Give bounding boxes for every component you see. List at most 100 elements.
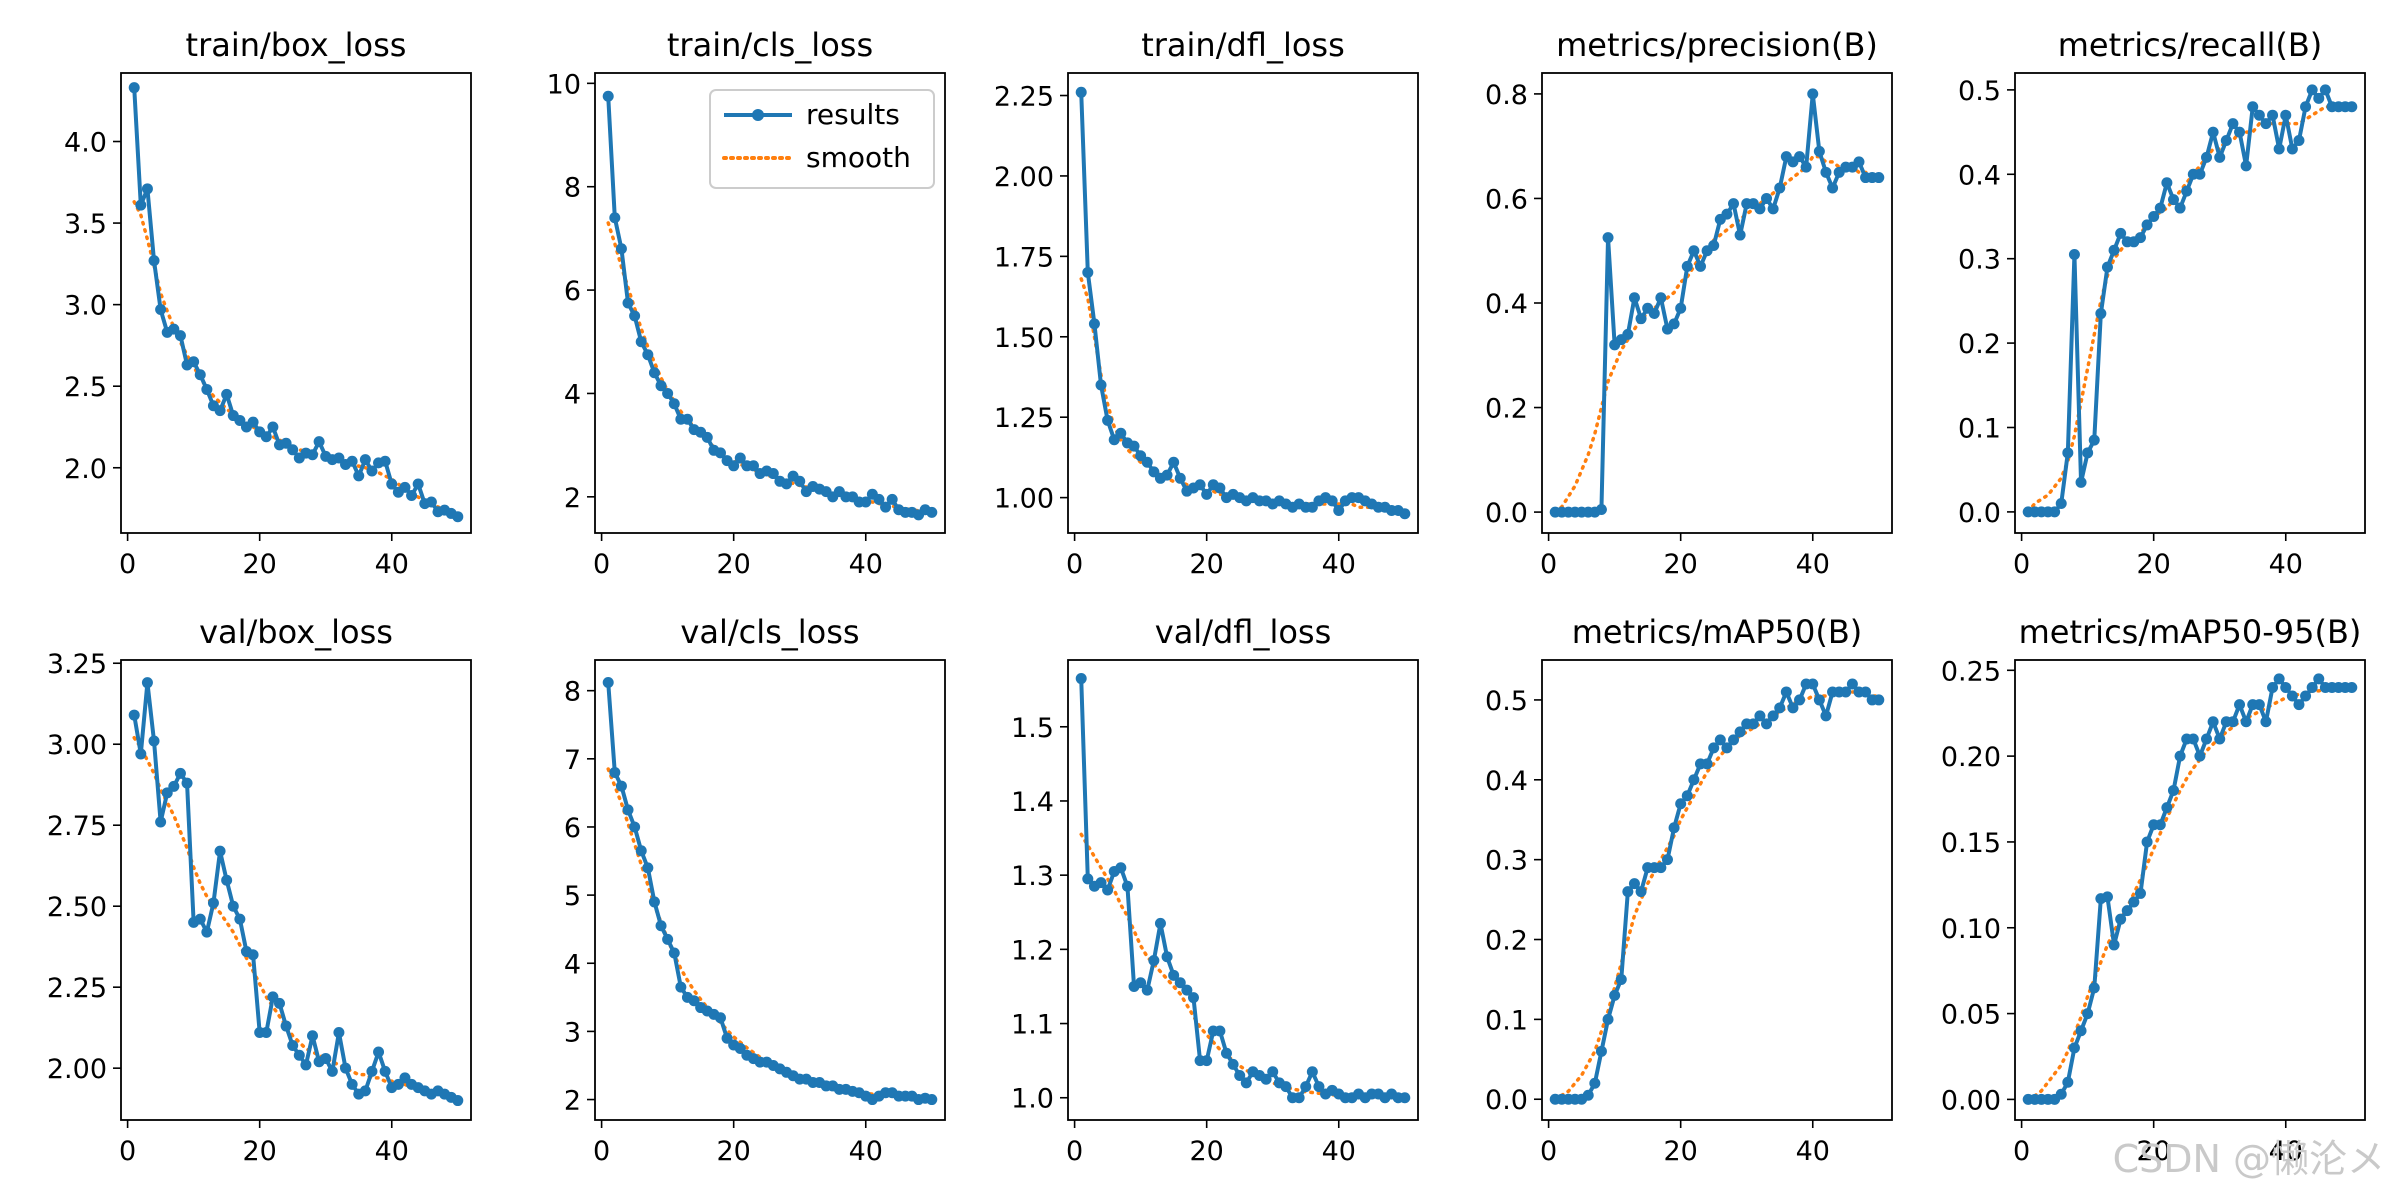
results-point bbox=[1873, 172, 1885, 184]
y-tick-label: 0.25 bbox=[1941, 656, 2001, 687]
results-point bbox=[1168, 969, 1180, 981]
results-point bbox=[668, 398, 680, 410]
axes-frame bbox=[120, 659, 472, 1121]
results-point bbox=[359, 454, 371, 466]
results-point bbox=[1734, 229, 1746, 241]
results-point bbox=[1102, 884, 1114, 896]
results-point bbox=[141, 677, 153, 689]
results-point bbox=[1701, 758, 1713, 770]
y-tick-label: 1.5 bbox=[1011, 713, 1054, 744]
results-point bbox=[602, 90, 614, 102]
y-tick-label: 2.25 bbox=[47, 973, 107, 1004]
y-tick-label: 2.75 bbox=[47, 811, 107, 842]
results-point bbox=[2141, 219, 2153, 231]
results-point bbox=[714, 1012, 726, 1024]
x-tick-label: 20 bbox=[1663, 1136, 1697, 1167]
results-point bbox=[287, 1039, 299, 1051]
x-tick-label: 40 bbox=[375, 1136, 409, 1167]
results-point bbox=[135, 199, 147, 211]
results-point bbox=[701, 431, 713, 443]
results-point bbox=[1807, 88, 1819, 100]
results-point bbox=[188, 356, 200, 368]
x-tick-label: 0 bbox=[1540, 1136, 1557, 1167]
results-point bbox=[2306, 84, 2318, 96]
results-point bbox=[747, 460, 759, 472]
results-point bbox=[2055, 1088, 2067, 1100]
results-point bbox=[2174, 750, 2186, 762]
results-point bbox=[1794, 151, 1806, 163]
legend-results-label: results bbox=[806, 98, 900, 131]
results-point bbox=[1306, 1066, 1318, 1078]
results-point bbox=[1313, 1081, 1325, 1093]
results-point bbox=[2181, 185, 2193, 197]
results-point bbox=[1115, 427, 1127, 439]
y-tick-label: 4.0 bbox=[64, 128, 107, 159]
smooth-line bbox=[1553, 690, 1881, 1101]
y-tick-label: 1.2 bbox=[1011, 935, 1054, 966]
y-tick-label: 0.4 bbox=[1485, 289, 1528, 320]
chart-panel-metrics-precision-b: metrics/precision(B) 0 20 40 0.0 0.2 0.4 0.6 0.8 bbox=[1485, 26, 1893, 580]
results-point bbox=[1141, 456, 1153, 468]
results-point bbox=[320, 1052, 332, 1064]
y-tick-label: 0.00 bbox=[1941, 1085, 2001, 1116]
results-point bbox=[287, 444, 299, 456]
results-point bbox=[2108, 244, 2120, 256]
results-point bbox=[2062, 447, 2074, 459]
results-point bbox=[629, 821, 641, 833]
results-point bbox=[333, 1027, 345, 1039]
results-point bbox=[675, 981, 687, 993]
results-point bbox=[1661, 854, 1673, 866]
results-point bbox=[2082, 447, 2094, 459]
y-tick-label: 2.00 bbox=[47, 1054, 107, 1085]
results-point bbox=[1807, 678, 1819, 690]
results-point bbox=[2260, 118, 2272, 130]
results-point bbox=[141, 183, 153, 195]
chart-panel-metrics-recall-b: metrics/recall(B) 0 20 40 0.0 0.1 0.2 0.3 0.4 0.5 bbox=[1958, 26, 2366, 580]
results-point bbox=[1675, 302, 1687, 314]
results-point bbox=[313, 436, 325, 448]
y-tick-label: 6 bbox=[564, 276, 581, 307]
results-point bbox=[201, 926, 213, 938]
x-tick-label: 0 bbox=[119, 1136, 136, 1167]
chart-panel-val-dfl-loss: val/dfl_loss 0 20 40 1.0 1.1 1.2 1.3 1.4 1.5 bbox=[1011, 613, 1419, 1167]
results-point bbox=[1688, 245, 1700, 257]
results-point bbox=[1860, 686, 1872, 698]
y-tick-label: 0.10 bbox=[1941, 914, 2001, 945]
results-point bbox=[1602, 232, 1614, 244]
results-point bbox=[1688, 774, 1700, 786]
chart-panel-metrics-map50-95-b: metrics/mAP50-95(B) 0 20 40 0.00 0.05 0.10 0.15… bbox=[1941, 613, 2366, 1167]
results-point bbox=[2101, 891, 2113, 903]
results-point bbox=[2227, 716, 2239, 728]
results-point bbox=[353, 470, 365, 482]
results-point bbox=[1227, 1058, 1239, 1070]
results-point bbox=[386, 478, 398, 490]
results-point bbox=[1721, 208, 1733, 220]
y-tick-label: 0.0 bbox=[1485, 498, 1528, 529]
results-point bbox=[399, 481, 411, 493]
results-point bbox=[655, 380, 667, 392]
results-point bbox=[1595, 503, 1607, 515]
chart-title: train/dfl_loss bbox=[1141, 26, 1345, 64]
results-point bbox=[1075, 673, 1087, 685]
results-point bbox=[1115, 862, 1127, 874]
results-point bbox=[2174, 202, 2186, 214]
results-point bbox=[2134, 887, 2146, 899]
y-tick-label: 0.3 bbox=[1485, 846, 1528, 877]
y-tick-label: 6 bbox=[564, 813, 581, 844]
results-point bbox=[1161, 469, 1173, 481]
results-point bbox=[1128, 440, 1140, 452]
results-point bbox=[2101, 261, 2113, 273]
results-point bbox=[2346, 681, 2358, 693]
y-tick-label: 2.0 bbox=[64, 454, 107, 485]
results-point bbox=[886, 493, 898, 505]
results-point bbox=[221, 388, 233, 400]
results-point bbox=[2075, 1025, 2087, 1037]
results-point bbox=[247, 416, 259, 428]
chart-panel-val-cls-loss: val/cls_loss 0 20 40 2 3 4 5 6 7 8 bbox=[564, 613, 946, 1167]
x-tick-label: 0 bbox=[593, 1136, 610, 1167]
results-point bbox=[1853, 156, 1865, 168]
results-point bbox=[194, 369, 206, 381]
results-point bbox=[1174, 472, 1186, 484]
